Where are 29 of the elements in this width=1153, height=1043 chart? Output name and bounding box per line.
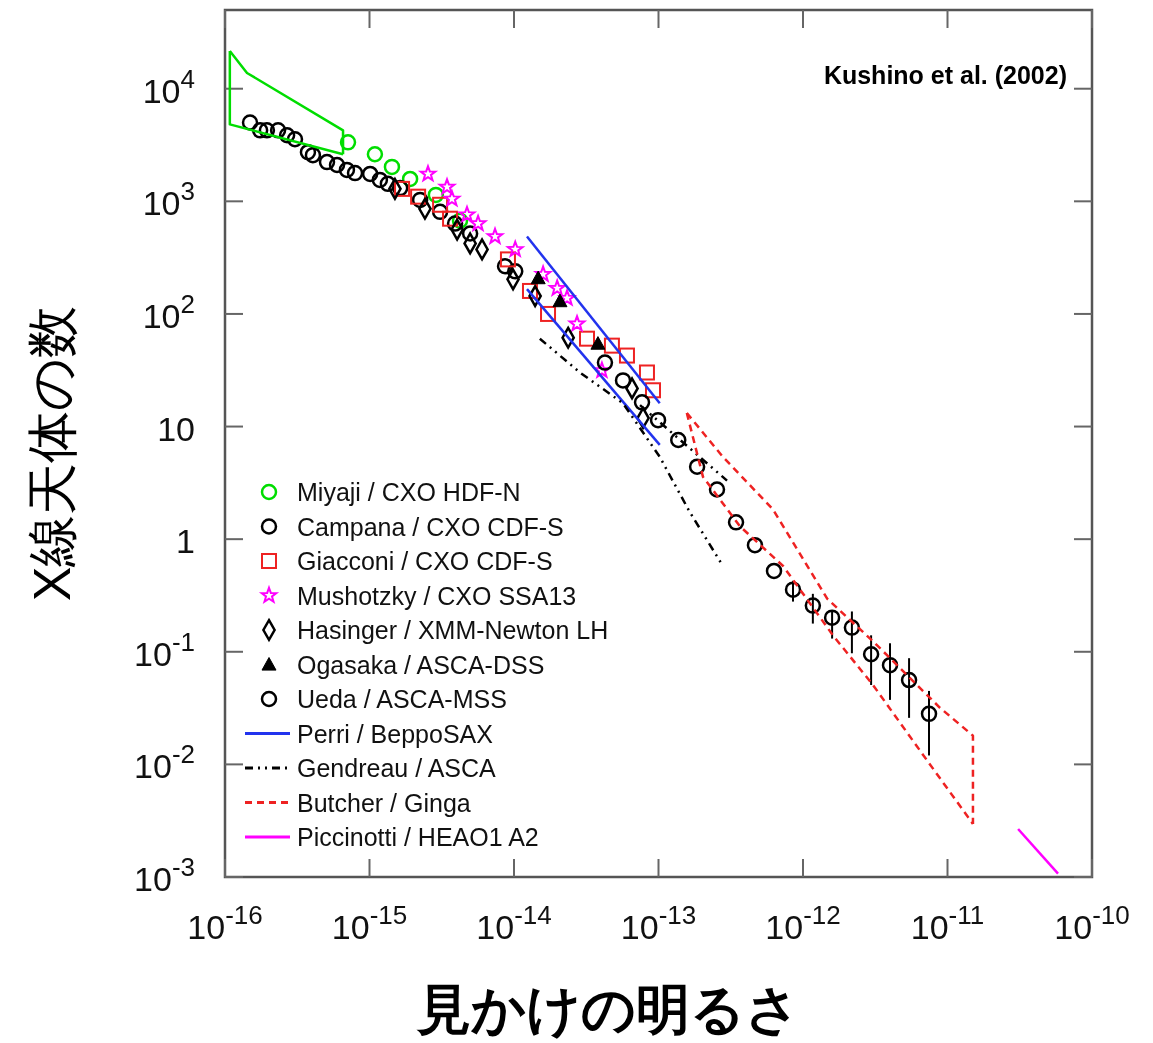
y-tick-label: 1 xyxy=(176,522,195,561)
legend-label: Gendreau / ASCA xyxy=(297,754,497,782)
legend-label: Piccinotti / HEAO1 A2 xyxy=(297,823,539,851)
legend-label: Giacconi / CXO CDF-S xyxy=(297,547,553,575)
y-tick-label: 10$^{4}$ xyxy=(142,63,195,110)
y-tick-label: 10$^{-2}$ xyxy=(134,739,195,786)
legend-label: Ogasaka / ASCA-DSS xyxy=(297,650,545,679)
annotation: Kushino et al. (2002) xyxy=(823,61,1067,89)
legend-label: Mushotzky / CXO SSA13 xyxy=(297,581,577,610)
y-axis-title: X線天体の数 xyxy=(23,305,81,602)
x-tick-label: 10$^{-15}$ xyxy=(331,900,408,946)
legend-label: Miyaji / CXO HDF-N xyxy=(297,478,521,506)
legend-label: Hasinger / XMM-Newton LH xyxy=(297,616,609,644)
y-tick-label: 10$^{3}$ xyxy=(142,176,195,223)
y-tick-label: 10 xyxy=(157,409,195,448)
x-axis-title: 見かけの明るさ xyxy=(416,979,800,1039)
x-tick-label: 10$^{-11}$ xyxy=(910,900,985,946)
y-tick-label: 10$^{2}$ xyxy=(142,288,195,335)
legend-label: Campana / CXO CDF-S xyxy=(297,512,564,541)
y-tick-label: 10$^{-1}$ xyxy=(134,626,195,673)
x-tick-label: 10$^{-10}$ xyxy=(1054,900,1130,946)
y-tick-label: 10$^{-3}$ xyxy=(134,852,195,898)
x-tick-label: 10$^{-12}$ xyxy=(765,900,841,946)
legend-label: Ueda / ASCA-MSS xyxy=(297,685,507,713)
x-tick-label: 10$^{-14}$ xyxy=(476,900,552,946)
legend-label: Perri / BeppoSAX xyxy=(297,719,494,748)
x-tick-label: 10$^{-16}$ xyxy=(187,900,263,946)
legend-label: Butcher / Ginga xyxy=(297,788,471,817)
x-tick-label: 10$^{-13}$ xyxy=(620,900,697,946)
